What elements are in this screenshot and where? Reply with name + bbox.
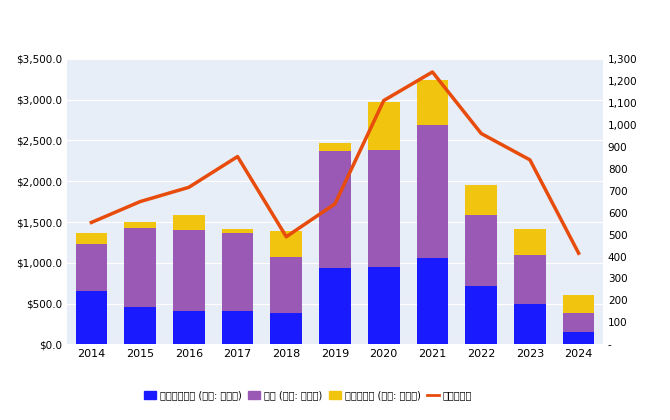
Bar (417, 125, 448, 258)
Bar (173, 311, 204, 344)
Bar (124, 228, 156, 307)
Bar (368, 150, 399, 267)
Bar (563, 312, 594, 332)
Bar (124, 222, 156, 228)
Bar (514, 304, 546, 344)
Bar (466, 185, 497, 215)
Bar (271, 231, 302, 257)
Bar (222, 310, 253, 344)
Bar (124, 307, 156, 344)
Bar (222, 233, 253, 310)
Bar (466, 286, 497, 344)
Bar (271, 312, 302, 344)
Bar (563, 295, 594, 312)
Bar (76, 234, 107, 244)
Text: 中国公司在全球股票市场发行情况: 中国公司在全球股票市场发行情况 (8, 16, 158, 34)
Bar (173, 230, 204, 311)
Bar (173, 215, 204, 230)
Bar (76, 291, 107, 344)
Bar (271, 257, 302, 312)
Bar (417, 80, 448, 125)
Bar (319, 143, 351, 151)
Bar (319, 268, 351, 344)
Bar (417, 258, 448, 344)
Bar (563, 332, 594, 344)
Bar (514, 255, 546, 304)
Bar (319, 151, 351, 268)
Bar (514, 229, 546, 255)
Legend: 首次公开发行 (单位: 亿美元), 增发 (单位: 亿美元), 可转换债券 (单位: 亿美元), 总发行数量: 首次公开发行 (单位: 亿美元), 增发 (单位: 亿美元), 可转换债券 (单… (141, 386, 476, 404)
Bar (76, 244, 107, 291)
Bar (368, 267, 399, 344)
Bar (222, 229, 253, 233)
Bar (368, 102, 399, 150)
Bar (466, 215, 497, 286)
